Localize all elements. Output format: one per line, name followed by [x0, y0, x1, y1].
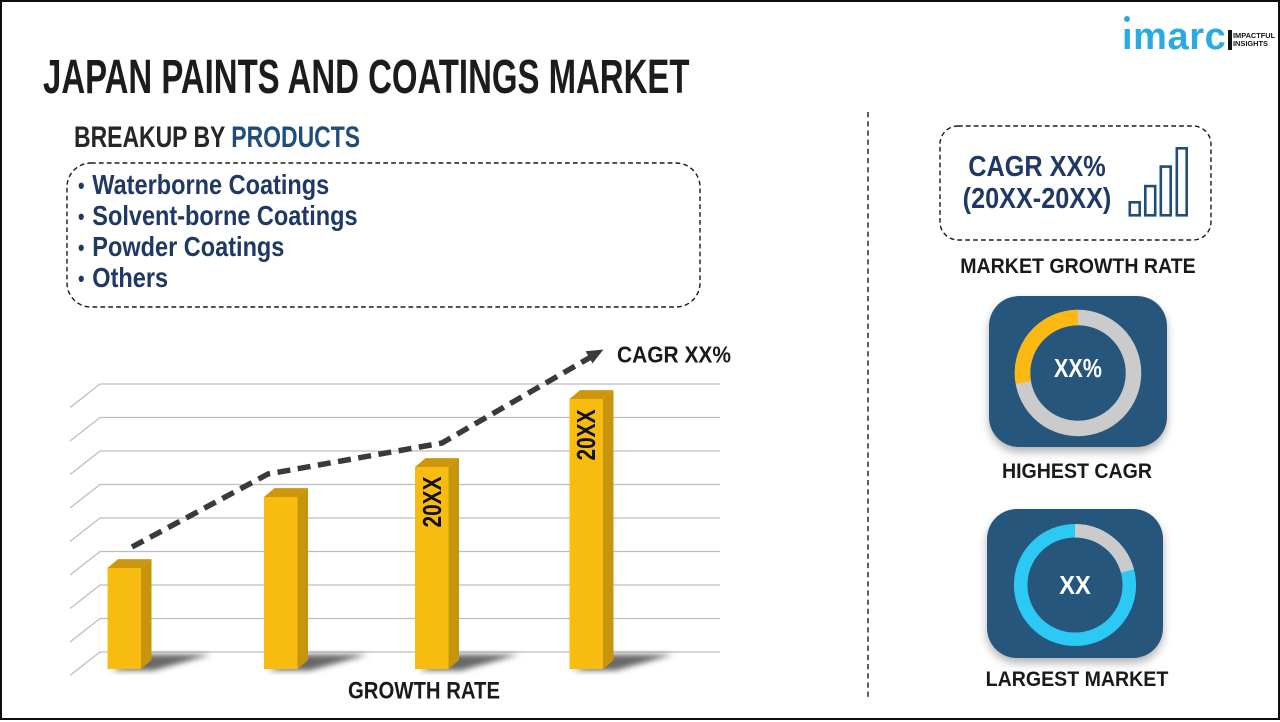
- svg-text:XX%: XX%: [1054, 353, 1102, 383]
- svg-text:CAGR XX%: CAGR XX%: [617, 342, 731, 368]
- svg-text:20XX: 20XX: [417, 476, 447, 528]
- svg-text:XX: XX: [1059, 570, 1091, 600]
- svg-text:20XX: 20XX: [571, 409, 601, 461]
- svg-text:GROWTH RATE: GROWTH RATE: [348, 678, 500, 705]
